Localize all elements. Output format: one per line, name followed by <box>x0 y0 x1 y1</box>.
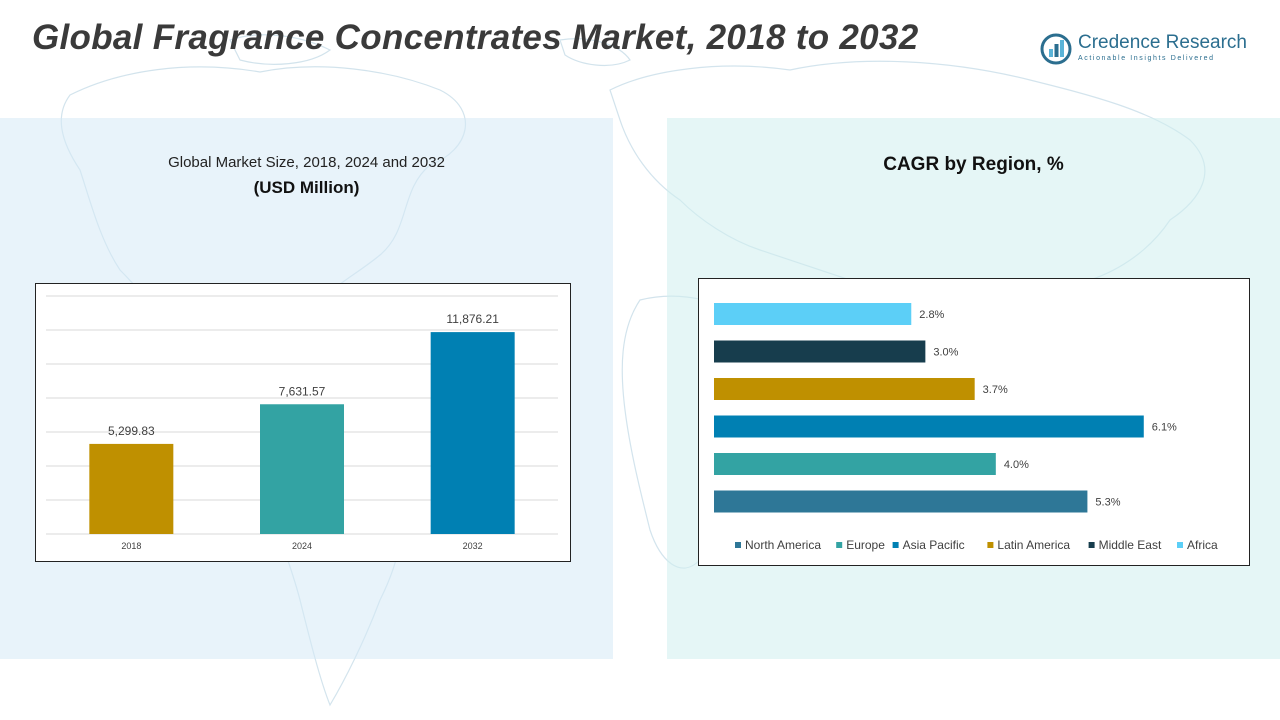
x-tick-label: 2024 <box>292 541 312 551</box>
bar-2024 <box>260 404 344 534</box>
market-size-chart-frame: 5,299.83 2018 7,631.57 2024 11,876.21 2032 <box>35 283 571 562</box>
bar-value-label: 5,299.83 <box>108 424 155 438</box>
bar-value-label: 6.1% <box>1152 422 1177 434</box>
bar-value-label: 2.8% <box>919 309 944 321</box>
bar-middle-east <box>714 340 926 363</box>
legend-label: Middle East <box>1099 538 1162 552</box>
legend-swatch <box>987 542 994 548</box>
bar-africa <box>714 303 912 325</box>
bar-value-label: 5.3% <box>1095 497 1120 509</box>
legend-swatch <box>892 542 899 548</box>
market-size-unit: (USD Million) <box>253 178 360 197</box>
legend-swatch <box>1177 542 1183 548</box>
bar-europe <box>714 453 996 475</box>
bar-north-america <box>714 490 1088 513</box>
legend-label: Latin America <box>997 538 1070 552</box>
bar-value-label: 4.0% <box>1004 459 1029 471</box>
logo-name: Credence Research <box>1078 32 1247 53</box>
legend-label: Asia Pacific <box>903 538 965 552</box>
market-size-chart: 5,299.83 2018 7,631.57 2024 11,876.21 2032 <box>46 295 558 551</box>
bar-value-label: 3.0% <box>933 347 958 359</box>
logo-icon <box>1040 33 1072 65</box>
legend-swatch <box>836 542 843 548</box>
cagr-chart-frame: 5.3% 4.0% 6.1% 3.7% 3.0% 2.8% North America Eur… <box>698 278 1250 566</box>
cagr-chart: 5.3% 4.0% 6.1% 3.7% 3.0% 2.8% North America Eur… <box>714 303 1218 552</box>
x-tick-label: 2032 <box>463 541 483 551</box>
logo-tagline: Actionable Insights Delivered <box>1078 55 1215 62</box>
bar-value-label: 7,631.57 <box>279 384 326 398</box>
cagr-title: CAGR by Region, % <box>883 154 1064 175</box>
credence-research-logo: Credence Research Actionable Insights De… <box>1040 32 1255 68</box>
bar-asia-pacific <box>714 415 1144 438</box>
x-tick-label: 2018 <box>121 541 141 551</box>
bar-value-label: 11,876.21 <box>446 312 499 326</box>
legend-label: North America <box>745 538 821 552</box>
bar-2018 <box>89 443 174 534</box>
legend-swatch <box>1088 542 1095 548</box>
bar-value-label: 3.7% <box>983 384 1008 396</box>
legend-swatch <box>735 542 741 548</box>
bar-latin-america <box>714 378 975 400</box>
legend-label: Africa <box>1187 538 1218 552</box>
market-size-subtitle: Global Market Size, 2018, 2024 and 2032 <box>168 154 445 171</box>
legend-label: Europe <box>846 538 885 552</box>
page-title: Global Fragrance Concentrates Market, 20… <box>32 18 919 57</box>
legend: North America Europe Asia Pacific Latin Ame… <box>735 538 1218 552</box>
bar-2032 <box>430 332 515 534</box>
